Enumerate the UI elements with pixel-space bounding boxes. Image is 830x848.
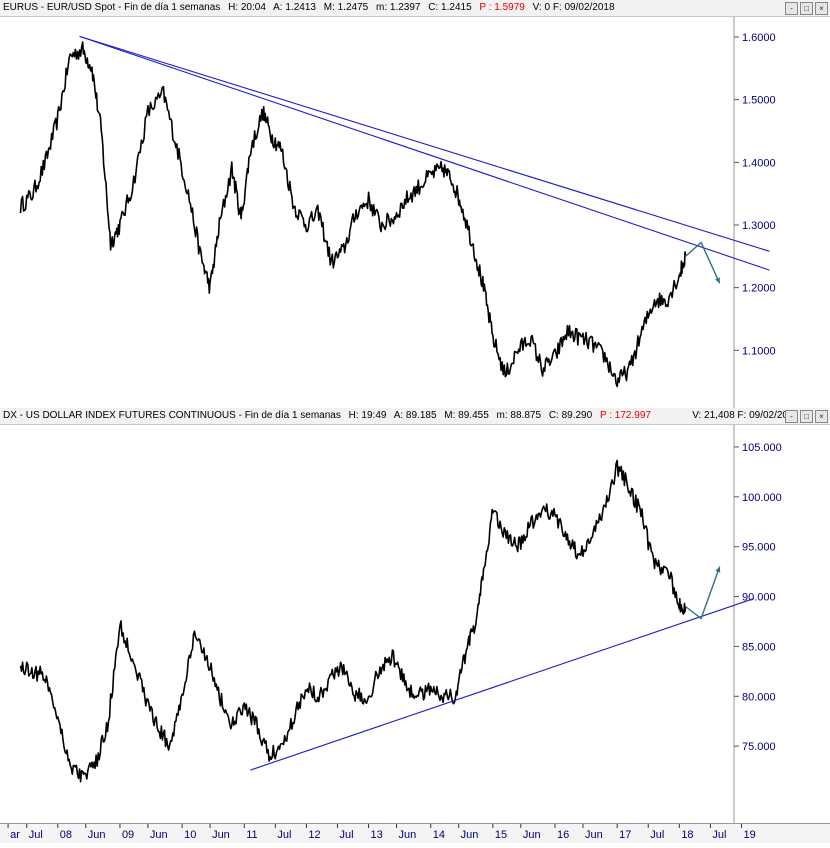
eurusd-header-text: EURUS - EUR/USD Spot - Fin de día 1 sema…: [3, 0, 620, 16]
dx-chart: 105.000 100.000 95.000 90.000 85.000 80.000 75…: [19, 424, 782, 823]
time-axis-label: 10: [184, 829, 196, 841]
eurusd-window-controls: - □ ×: [785, 2, 828, 15]
eurusd-symbol: EURUS - EUR/USD Spot - Fin de día 1 sema…: [3, 2, 221, 13]
dx-field: A: 89.185: [393, 410, 437, 421]
time-axis-label: 16: [557, 829, 569, 841]
dx-chart-pane: 105.000 100.000 95.000 90.000 85.000 80.000 75…: [0, 408, 830, 823]
dx-header: DX - US DOLLAR INDEX FUTURES CONTINUOUS …: [0, 408, 830, 425]
eurusd-tick-label: 1.1000: [742, 345, 776, 357]
eurusd-trendline: [79, 35, 770, 252]
eurusd-tail: V: 0 F: 09/02/2018: [532, 2, 615, 13]
time-axis-label: 17: [619, 829, 631, 841]
time-axis-label: Jun: [88, 829, 106, 841]
time-axis-label: Jun: [461, 829, 479, 841]
dx-tick-label: 80.000: [742, 691, 776, 703]
eurusd-tick-label: 1.3000: [742, 220, 776, 232]
dx-tick-label: 85.000: [742, 641, 776, 653]
dx-tick-label: 105.000: [742, 442, 782, 454]
eurusd-chart: 1.60001.50001.40001.30001.20001.10001.00…: [19, 16, 776, 420]
eurusd-field: m: 1.2397: [376, 2, 421, 13]
time-axis-label: 14: [433, 829, 445, 841]
eurusd-field: C: 1.2415: [428, 2, 472, 13]
time-axis-label: Jun: [523, 829, 541, 841]
dx-tick-label: 75.000: [742, 741, 776, 753]
close-button[interactable]: ×: [815, 410, 828, 423]
dx-field: m: 88.875: [496, 410, 542, 421]
maximize-button[interactable]: □: [800, 410, 813, 423]
eurusd-tick-label: 1.2000: [742, 283, 776, 295]
dx-symbol: DX - US DOLLAR INDEX FUTURES CONTINUOUS …: [3, 410, 341, 421]
time-axis-label: 19: [743, 829, 755, 841]
dx-tick-label: 90.000: [742, 592, 776, 604]
dx-projection-arrowhead: [715, 566, 721, 573]
time-axis-label: 09: [122, 829, 134, 841]
time-axis-label: 18: [681, 829, 693, 841]
dx-trendline: [250, 598, 755, 771]
maximize-button[interactable]: □: [800, 2, 813, 15]
dx-window-controls: - □ ×: [785, 410, 828, 423]
time-axis-label: Jun: [585, 829, 603, 841]
time-axis-label: 12: [308, 829, 320, 841]
eurusd-tick-label: 1.6000: [742, 32, 776, 44]
dx-tick-label: 95.000: [742, 542, 776, 554]
eurusd-chart-pane: 1.60001.50001.40001.30001.20001.10001.00…: [0, 0, 830, 420]
time-axis-label: 11: [246, 829, 257, 841]
time-axis-label: Jun: [150, 829, 168, 841]
dx-field: H: 19:49: [348, 410, 387, 421]
dx-highlight: P : 172.997: [599, 410, 651, 421]
time-axis-label: Jul: [339, 829, 353, 841]
time-axis-label: 08: [60, 829, 72, 841]
time-axis-label: Jul: [650, 829, 664, 841]
time-axis-label: Jul: [712, 829, 726, 841]
eurusd-trendline: [79, 35, 770, 271]
eurusd-tick-label: 1.4000: [742, 157, 776, 169]
eurusd-field: M: 1.2475: [323, 2, 369, 13]
time-axis-label: Jul: [29, 829, 43, 841]
time-axis-label: Jul: [277, 829, 291, 841]
dx-price-series: [19, 459, 687, 783]
eurusd-header: EURUS - EUR/USD Spot - Fin de día 1 sema…: [0, 0, 830, 17]
eurusd-projection-arrow: [685, 241, 721, 284]
time-axis: ar Jul 08 Jun 09 Jun 10 Jun 11 Jul 12 Jul 13 Jun 14 Jun…: [0, 823, 830, 843]
dx-header-text: DX - US DOLLAR INDEX FUTURES CONTINUOUS …: [3, 408, 656, 424]
eurusd-price-series: [19, 41, 687, 388]
time-axis-label: Jun: [399, 829, 417, 841]
dx-projection-arrow: [685, 566, 721, 620]
time-axis-svg: ar Jul 08 Jun 09 Jun 10 Jun 11 Jul 12 Jul 13 Jun 14 Jun…: [7, 824, 756, 841]
dx-tick-label: 100.000: [742, 492, 782, 504]
time-axis-label: 13: [371, 829, 383, 841]
eurusd-projection-arrowhead: [715, 277, 720, 284]
eurusd-highlight: P : 1.5979: [479, 2, 525, 13]
dx-field: C: 89.290: [548, 410, 593, 421]
close-button[interactable]: ×: [815, 2, 828, 15]
time-axis-label: 15: [495, 829, 507, 841]
eurusd-field: A: 1.2413: [273, 2, 316, 13]
time-axis-label: Jun: [212, 829, 230, 841]
dx-field: M: 89.455: [444, 410, 489, 421]
eurusd-field: H: 20:04: [228, 2, 266, 13]
minimize-button[interactable]: -: [785, 2, 798, 15]
eurusd-tick-label: 1.5000: [742, 95, 776, 107]
minimize-button[interactable]: -: [785, 410, 798, 423]
time-axis-label: ar: [10, 829, 20, 841]
